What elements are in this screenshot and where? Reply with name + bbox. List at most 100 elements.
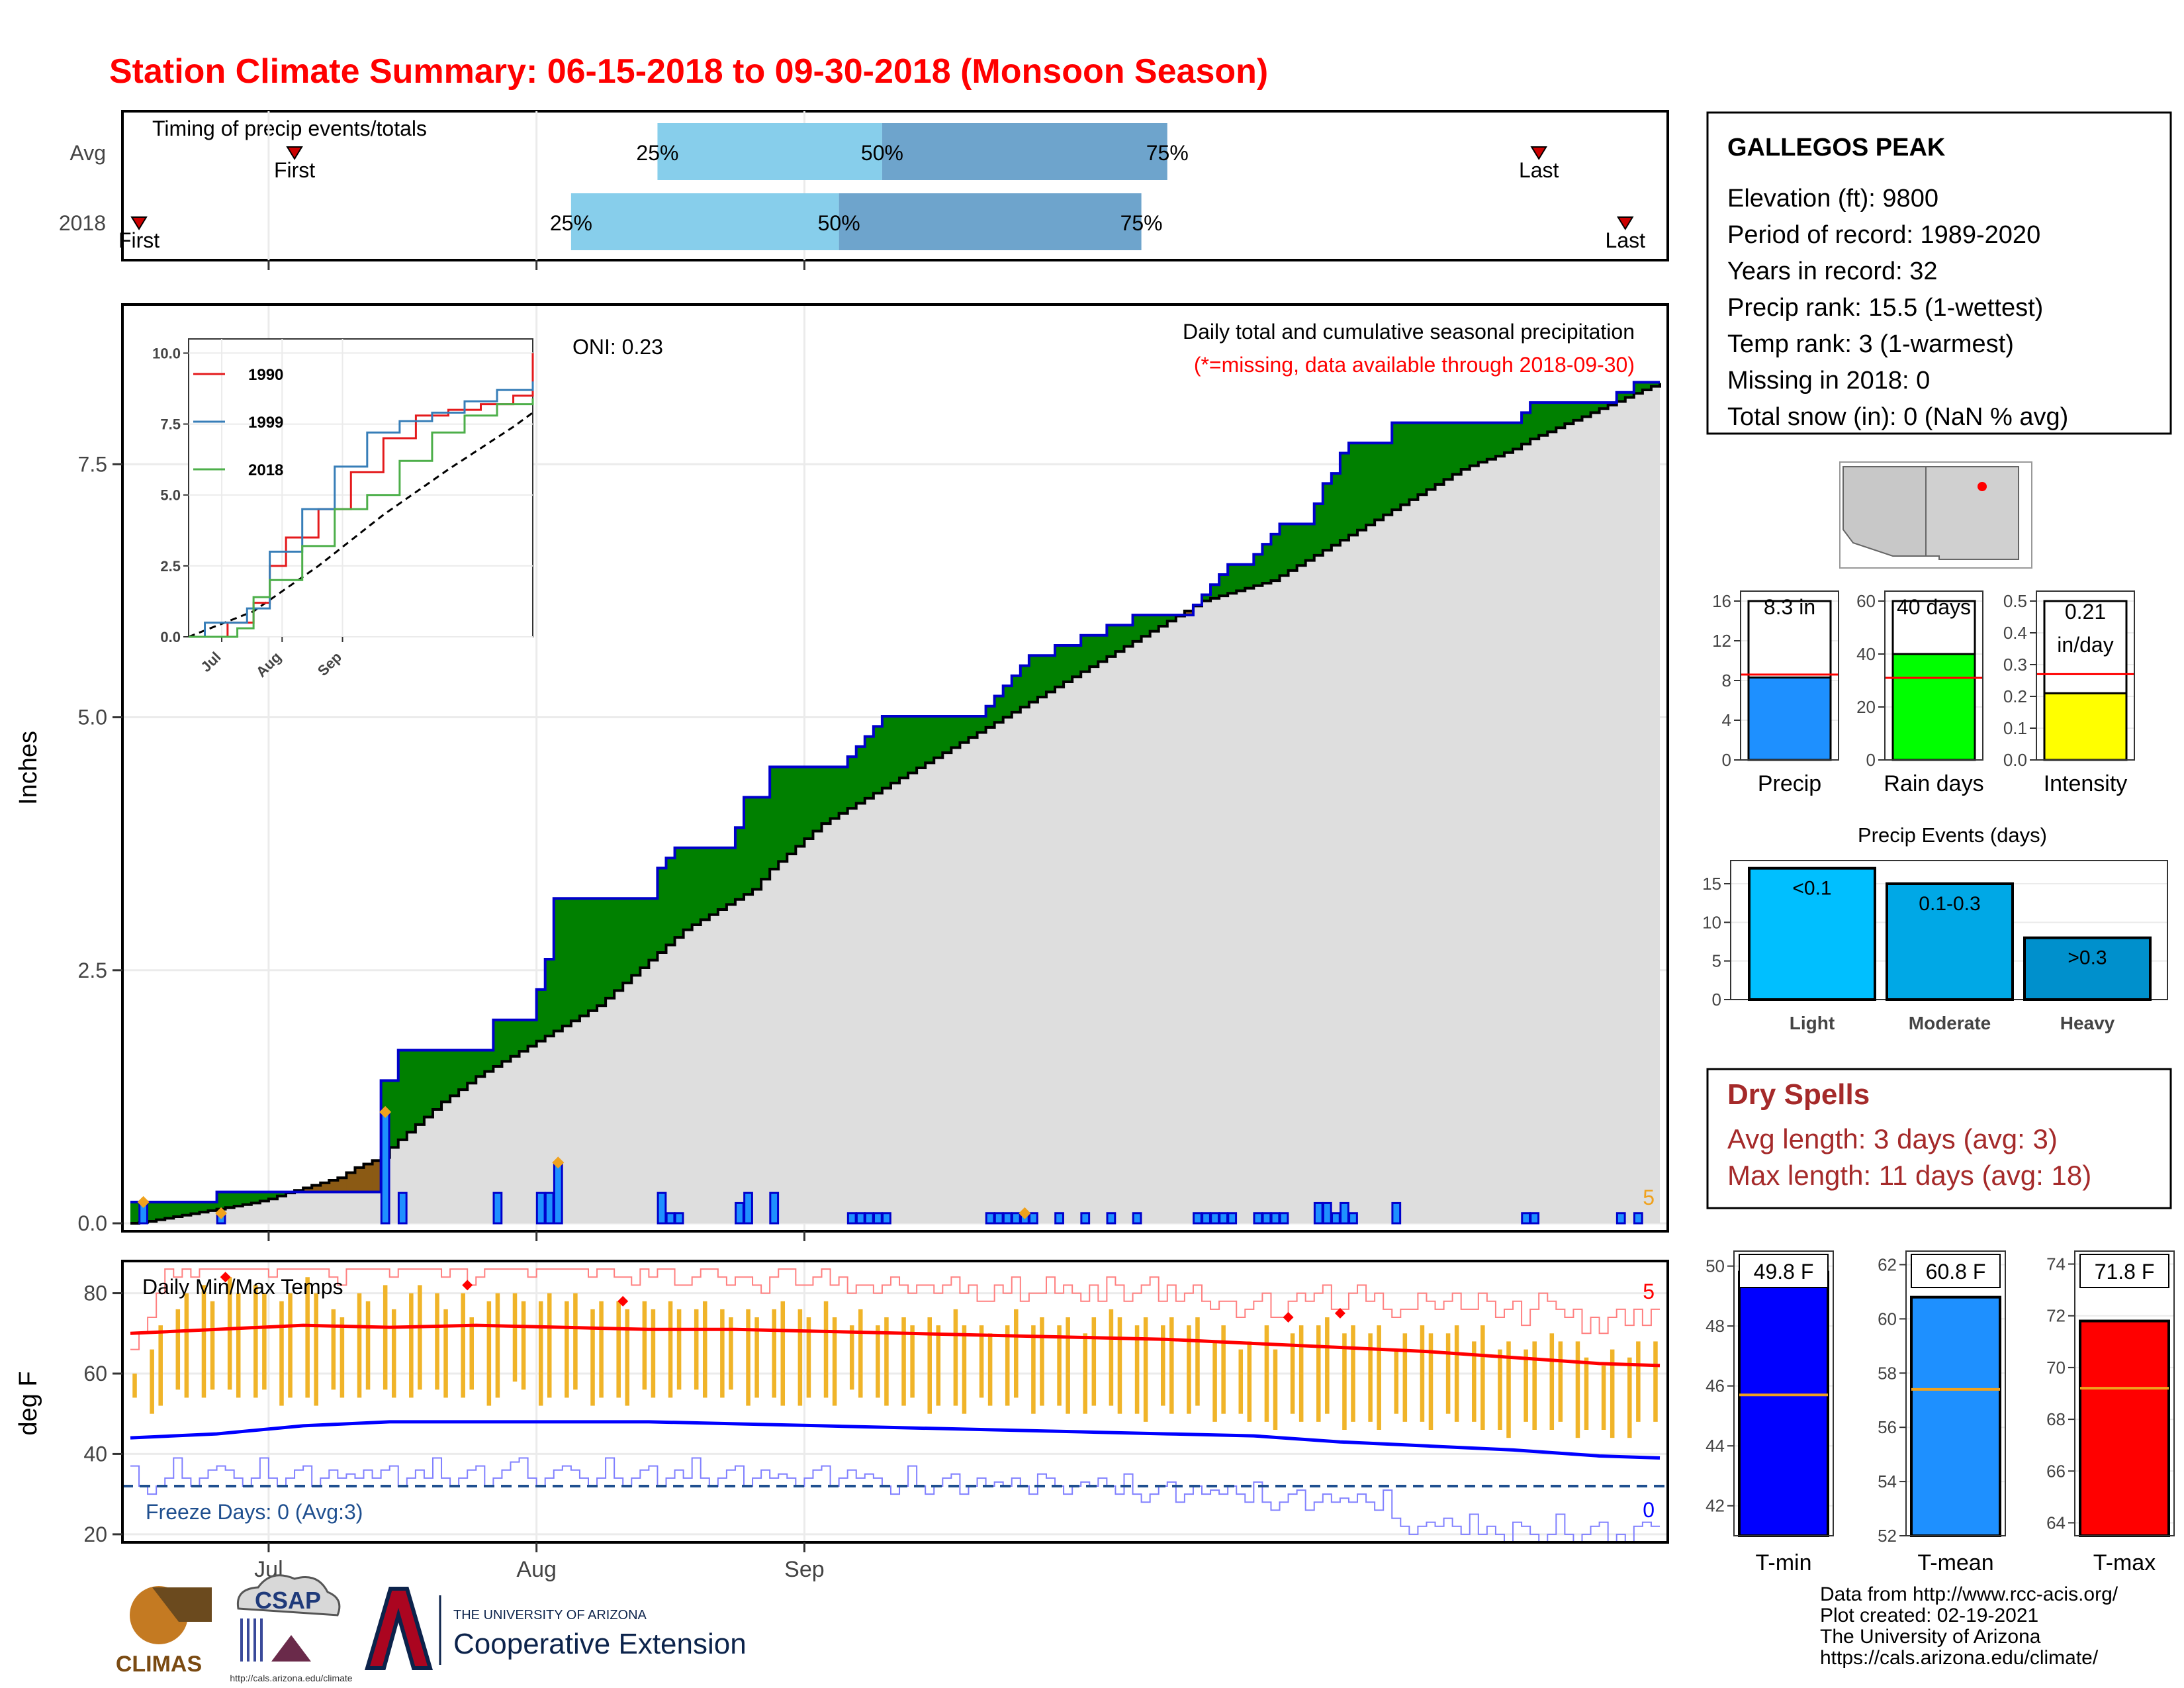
daily-temp-bar (262, 1293, 267, 1390)
daily-precip-bar (544, 1192, 555, 1225)
daily-temp-bar (876, 1325, 880, 1398)
daily-temp-bar (746, 1309, 751, 1406)
daily-temp-bar (849, 1325, 854, 1390)
dry-spells-box: Dry Spells Avg length: 3 days (avg: 3) M… (1706, 1068, 2172, 1209)
precip-surplus-area (1322, 483, 1332, 551)
precip-surplus-area (225, 1192, 235, 1208)
precip-deficit-area (329, 1180, 338, 1192)
precip-surplus-area (1124, 625, 1134, 647)
precip-record-marker (552, 1156, 565, 1169)
precip-surplus-area (726, 847, 736, 905)
precip-surplus-area (666, 858, 676, 945)
csap-rain-icon (240, 1618, 263, 1662)
precip-surplus-area (735, 827, 745, 900)
daily-temp-bar (1428, 1333, 1433, 1430)
summary-y-tick-label: 4 (1722, 710, 1731, 730)
summary-bar-outline (2043, 600, 2128, 694)
precip-surplus-area (1366, 443, 1375, 526)
daily-precip-bar (1201, 1212, 1211, 1225)
precip-surplus-area (579, 898, 589, 1016)
climas-logo: CLIMAS (116, 1586, 212, 1677)
precip-surplus-area (502, 1019, 511, 1062)
precip-surplus-area (1020, 665, 1030, 708)
precip-surplus-area (692, 847, 702, 925)
precip-surplus-area (1210, 585, 1220, 598)
daily-temp-bar (1316, 1325, 1321, 1422)
tempbar-frame (1733, 1250, 1834, 1536)
events-x-label: Heavy (2060, 1013, 2115, 1033)
precip-surplus-area (1037, 655, 1047, 697)
events-bar-inner-label: <0.1 (1792, 878, 1831, 900)
tempbar-y-tick-label: 44 (1706, 1436, 1725, 1456)
tempbar-y-tick-label: 58 (1878, 1363, 1897, 1383)
daily-temp-bar (1377, 1325, 1381, 1430)
precip-surplus-area (977, 716, 987, 733)
timing-panel: Timing of precip events/totals Avg 2018 … (59, 110, 1669, 270)
temp-record-max-line (130, 1268, 1660, 1350)
precip-surplus-area (484, 1050, 494, 1072)
precip-surplus-area (1098, 635, 1107, 662)
station-location-marker (1978, 482, 1987, 491)
precip-surplus-area (459, 1050, 468, 1090)
precip-surplus-area (216, 1192, 226, 1209)
events-y-tick-label: 10 (1702, 912, 1721, 932)
precip-surplus-area (553, 898, 563, 1031)
inset-y-tick-label: 2.5 (160, 558, 181, 575)
precip-surplus-area (1565, 402, 1574, 424)
precip-surplus-area (1314, 503, 1324, 555)
daily-temp-bar (1117, 1317, 1122, 1414)
dry-spells-avg: Avg length: 3 days (avg: 3) (1727, 1123, 2058, 1154)
precip-surplus-area (1357, 443, 1367, 530)
csap-mountain-icon (271, 1635, 311, 1662)
precip-surplus-area (1469, 422, 1479, 466)
tempbar-t-min (1738, 1270, 1829, 1537)
precip-surplus-area (1573, 402, 1582, 420)
daily-temp-bar (1610, 1349, 1615, 1438)
temp-x-tick-label: Aug (516, 1557, 557, 1582)
precip-surplus-area (251, 1192, 261, 1203)
events-y-tick-label: 0 (1712, 990, 1721, 1009)
daily-precip-bar (1054, 1212, 1064, 1225)
daily-temp-bar (150, 1349, 154, 1414)
daily-precip-bar (743, 1192, 753, 1225)
precip-surplus-area (934, 716, 943, 758)
summary-y-tick-label: 16 (1712, 591, 1731, 611)
dry-spells-frame (1706, 1068, 2172, 1209)
daily-precip-bar (1261, 1212, 1272, 1225)
station-info-box: GALLEGOS PEAK Elevation (ft): 9800 Period… (1706, 111, 2172, 435)
daily-temp-bar (1290, 1333, 1295, 1414)
precip-surplus-area (545, 959, 555, 1037)
daily-precip-bar (1331, 1212, 1341, 1225)
daily-precip-bar (657, 1192, 667, 1225)
daily-temp-bar (184, 1293, 189, 1398)
daily-temp-bar (1195, 1317, 1200, 1406)
daily-temp-bar (772, 1309, 776, 1398)
tempbar-x-label: T-mean (1917, 1550, 1993, 1575)
precip-surplus-area (1348, 443, 1358, 536)
timing-box-50-75 (882, 123, 1167, 180)
daily-temp-bar (227, 1277, 232, 1390)
precip-surplus-area (1495, 422, 1505, 457)
tempbar-value-label: 49.8 F (1754, 1260, 1814, 1284)
summary-y-tick-label: 20 (1856, 697, 1876, 717)
daily-precip-bar (1210, 1212, 1220, 1225)
tempbar-y-tick-label: 74 (2046, 1254, 2066, 1274)
tempbar-y-tick-label: 68 (2046, 1409, 2066, 1429)
precip-surplus-area (208, 1201, 218, 1211)
summary-frame (2036, 590, 2135, 761)
daily-temp-bar (1264, 1325, 1269, 1422)
daily-temp-bar (201, 1285, 206, 1398)
precip-count-label: 5 (1643, 1186, 1655, 1209)
tempbar-x-label: T-min (1756, 1550, 1812, 1575)
daily-temp-bar (1298, 1325, 1304, 1422)
precip-surplus-area (510, 1019, 520, 1056)
precip-surplus-area (1599, 402, 1609, 409)
precip-deficit-area (338, 1178, 347, 1192)
daily-temp-bar (1394, 1349, 1399, 1414)
precip-surplus-area (588, 898, 598, 1011)
daily-temp-bar (132, 1374, 137, 1398)
daily-precip-bar (1340, 1201, 1349, 1225)
precip-surplus-area (1375, 443, 1384, 520)
precip-surplus-area (1011, 675, 1021, 712)
daily-temp-bar (288, 1293, 293, 1398)
